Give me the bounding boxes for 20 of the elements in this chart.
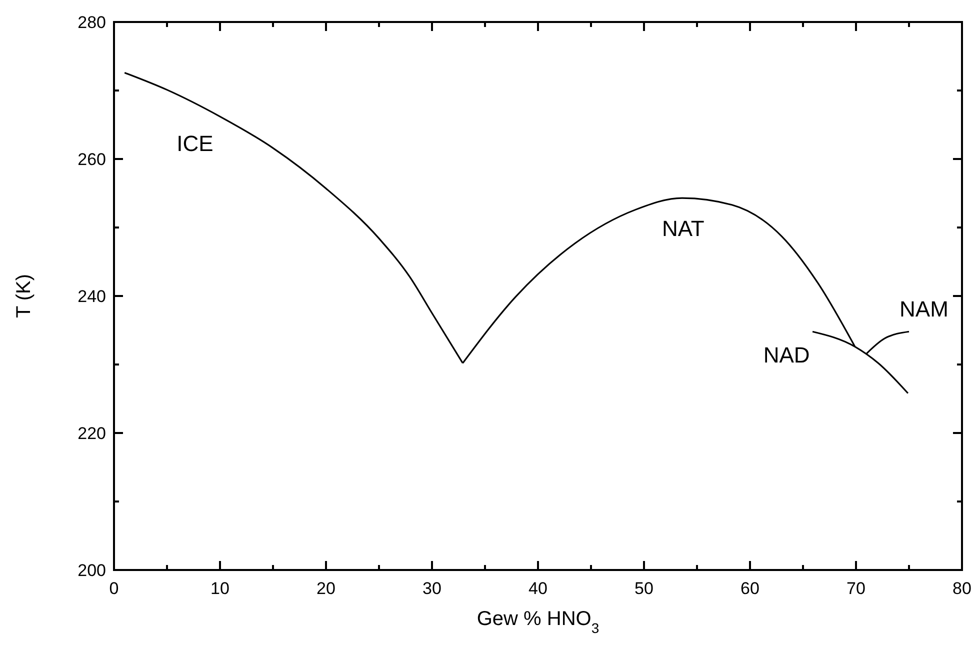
x-tick-label: 10 [210,579,230,598]
x-tick-label: 20 [316,579,336,598]
series-label: NAD [763,342,810,368]
y-tick-label: 220 [78,424,106,443]
y-tick-label: 200 [78,561,106,580]
x-tick-label: 0 [109,579,119,598]
y-tick-label: 260 [78,150,106,169]
x-tick-label: 40 [528,579,548,598]
y-tick-label: 240 [78,287,106,306]
legend-label: NAM [900,296,948,322]
series-label: ICE [176,130,214,156]
x-tick-label: 30 [422,579,442,598]
x-tick-label: 60 [740,579,760,598]
x-axis-title: Gew % HNO$_{3}$ [476,608,600,636]
series-label: NAT [662,216,704,242]
x-tick-label: 70 [846,579,866,598]
x-tick-label: 80 [952,579,972,598]
y-axis-title: T (K) [13,274,35,318]
x-tick-label: 50 [634,579,654,598]
y-tick-label: 280 [78,13,106,32]
